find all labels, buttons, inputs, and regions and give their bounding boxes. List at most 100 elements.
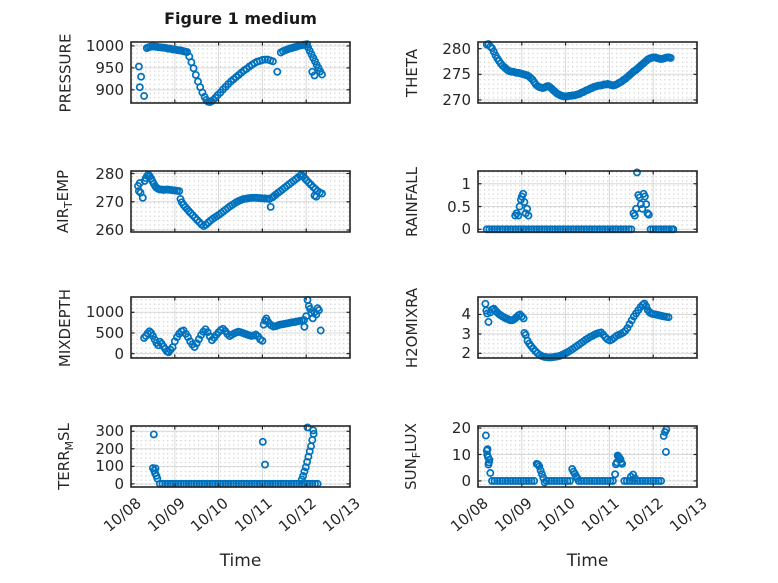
data-point	[509, 476, 517, 485]
data-point	[623, 324, 632, 333]
data-point	[519, 476, 528, 485]
data-point	[261, 460, 269, 469]
data-point	[486, 42, 495, 51]
data-point	[643, 476, 652, 485]
data-point	[666, 53, 675, 62]
data-point	[601, 476, 609, 485]
data-point	[644, 210, 653, 219]
y-tick-label: 1000	[85, 36, 124, 55]
y-tick-label: 900	[95, 80, 124, 99]
data-point	[135, 83, 144, 92]
y-tick-label: 200	[95, 439, 124, 458]
y-axis-label-text: SUNFLUX	[401, 423, 423, 490]
y-tick-label: 0.5	[447, 197, 471, 216]
data-point	[514, 211, 523, 220]
data-point	[555, 476, 564, 485]
x-axis-label: Time	[219, 551, 262, 571]
y-tick-label: 0	[114, 474, 124, 493]
data-point	[580, 476, 588, 485]
data-point	[520, 198, 529, 206]
data-point	[566, 476, 574, 485]
data-point	[484, 317, 493, 326]
y-tick-label: 0	[461, 220, 471, 239]
y-tick-label: 300	[95, 422, 124, 441]
y-axis-label-pressure: PRESSURE	[53, 33, 77, 112]
data-point	[640, 192, 649, 201]
data-point	[659, 432, 668, 440]
subplot-terrmsl	[130, 423, 351, 488]
data-point	[191, 70, 200, 79]
y-axis-label-terrmsl: TERRMSL	[53, 423, 77, 490]
data-point	[485, 455, 494, 464]
data-point	[268, 57, 277, 66]
data-point	[266, 202, 275, 211]
data-point	[314, 306, 323, 315]
data-point	[490, 476, 499, 485]
data-point	[657, 476, 666, 485]
data-point	[149, 430, 158, 439]
y-axis-label-mixdepth: MIXDEPTH	[53, 288, 77, 366]
axes-box	[477, 425, 698, 488]
figure-title: Figure 1 medium	[164, 9, 317, 28]
data-point	[530, 476, 539, 485]
data-point	[590, 476, 599, 485]
data-point	[593, 476, 602, 485]
data-point	[618, 459, 627, 468]
y-tick-label: 280	[442, 39, 471, 58]
minor-grid	[478, 297, 697, 358]
y-axis-label-sunflux: SUNFLUX	[400, 423, 424, 490]
data-point	[606, 476, 615, 485]
data-point	[603, 476, 612, 485]
data-point	[598, 476, 607, 485]
y-axis-label-text: THETA	[403, 48, 421, 97]
data-point	[587, 476, 596, 485]
data-point	[633, 168, 641, 177]
data-point	[189, 64, 198, 73]
data-point	[151, 464, 160, 473]
data-point	[318, 189, 326, 198]
data-point	[134, 187, 143, 196]
subplot-airtemp	[130, 170, 351, 233]
data-point	[300, 467, 309, 476]
data-point	[483, 445, 492, 454]
y-axis-label-text: PRESSURE	[56, 33, 74, 112]
data-point	[536, 466, 545, 475]
data-point	[550, 476, 559, 485]
data-point	[488, 476, 496, 485]
y-axis-label-text: TERRMSL	[54, 423, 76, 490]
data-point	[137, 72, 146, 81]
data-point	[636, 200, 645, 209]
y-tick-label: 260	[95, 221, 124, 240]
data-point	[574, 476, 583, 485]
data-point	[535, 462, 544, 471]
data-point	[524, 476, 533, 485]
y-tick-label: 275	[442, 65, 471, 84]
y-tick-label: 2	[461, 344, 471, 363]
data-point	[608, 476, 617, 485]
data-point	[300, 322, 309, 331]
data-point	[638, 476, 647, 485]
data-point	[629, 470, 638, 479]
data-point	[519, 189, 528, 198]
y-tick-label: 4	[461, 305, 471, 324]
data-point	[620, 476, 629, 485]
data-point	[486, 469, 495, 477]
data-point	[630, 474, 639, 483]
y-axis-label-theta: THETA	[400, 42, 424, 103]
data-point	[299, 472, 308, 480]
y-tick-label: 500	[95, 323, 124, 342]
data-point	[302, 312, 311, 321]
data-point	[611, 470, 620, 479]
data-point	[641, 476, 650, 485]
data-point	[506, 476, 515, 485]
data-point	[622, 476, 631, 485]
data-point	[309, 426, 318, 435]
data-point	[316, 326, 325, 335]
axes-box	[477, 296, 698, 359]
data-point	[519, 314, 528, 323]
data-point	[309, 429, 318, 438]
axes-box	[130, 41, 351, 104]
data-point	[654, 476, 663, 485]
data-point	[310, 71, 319, 80]
